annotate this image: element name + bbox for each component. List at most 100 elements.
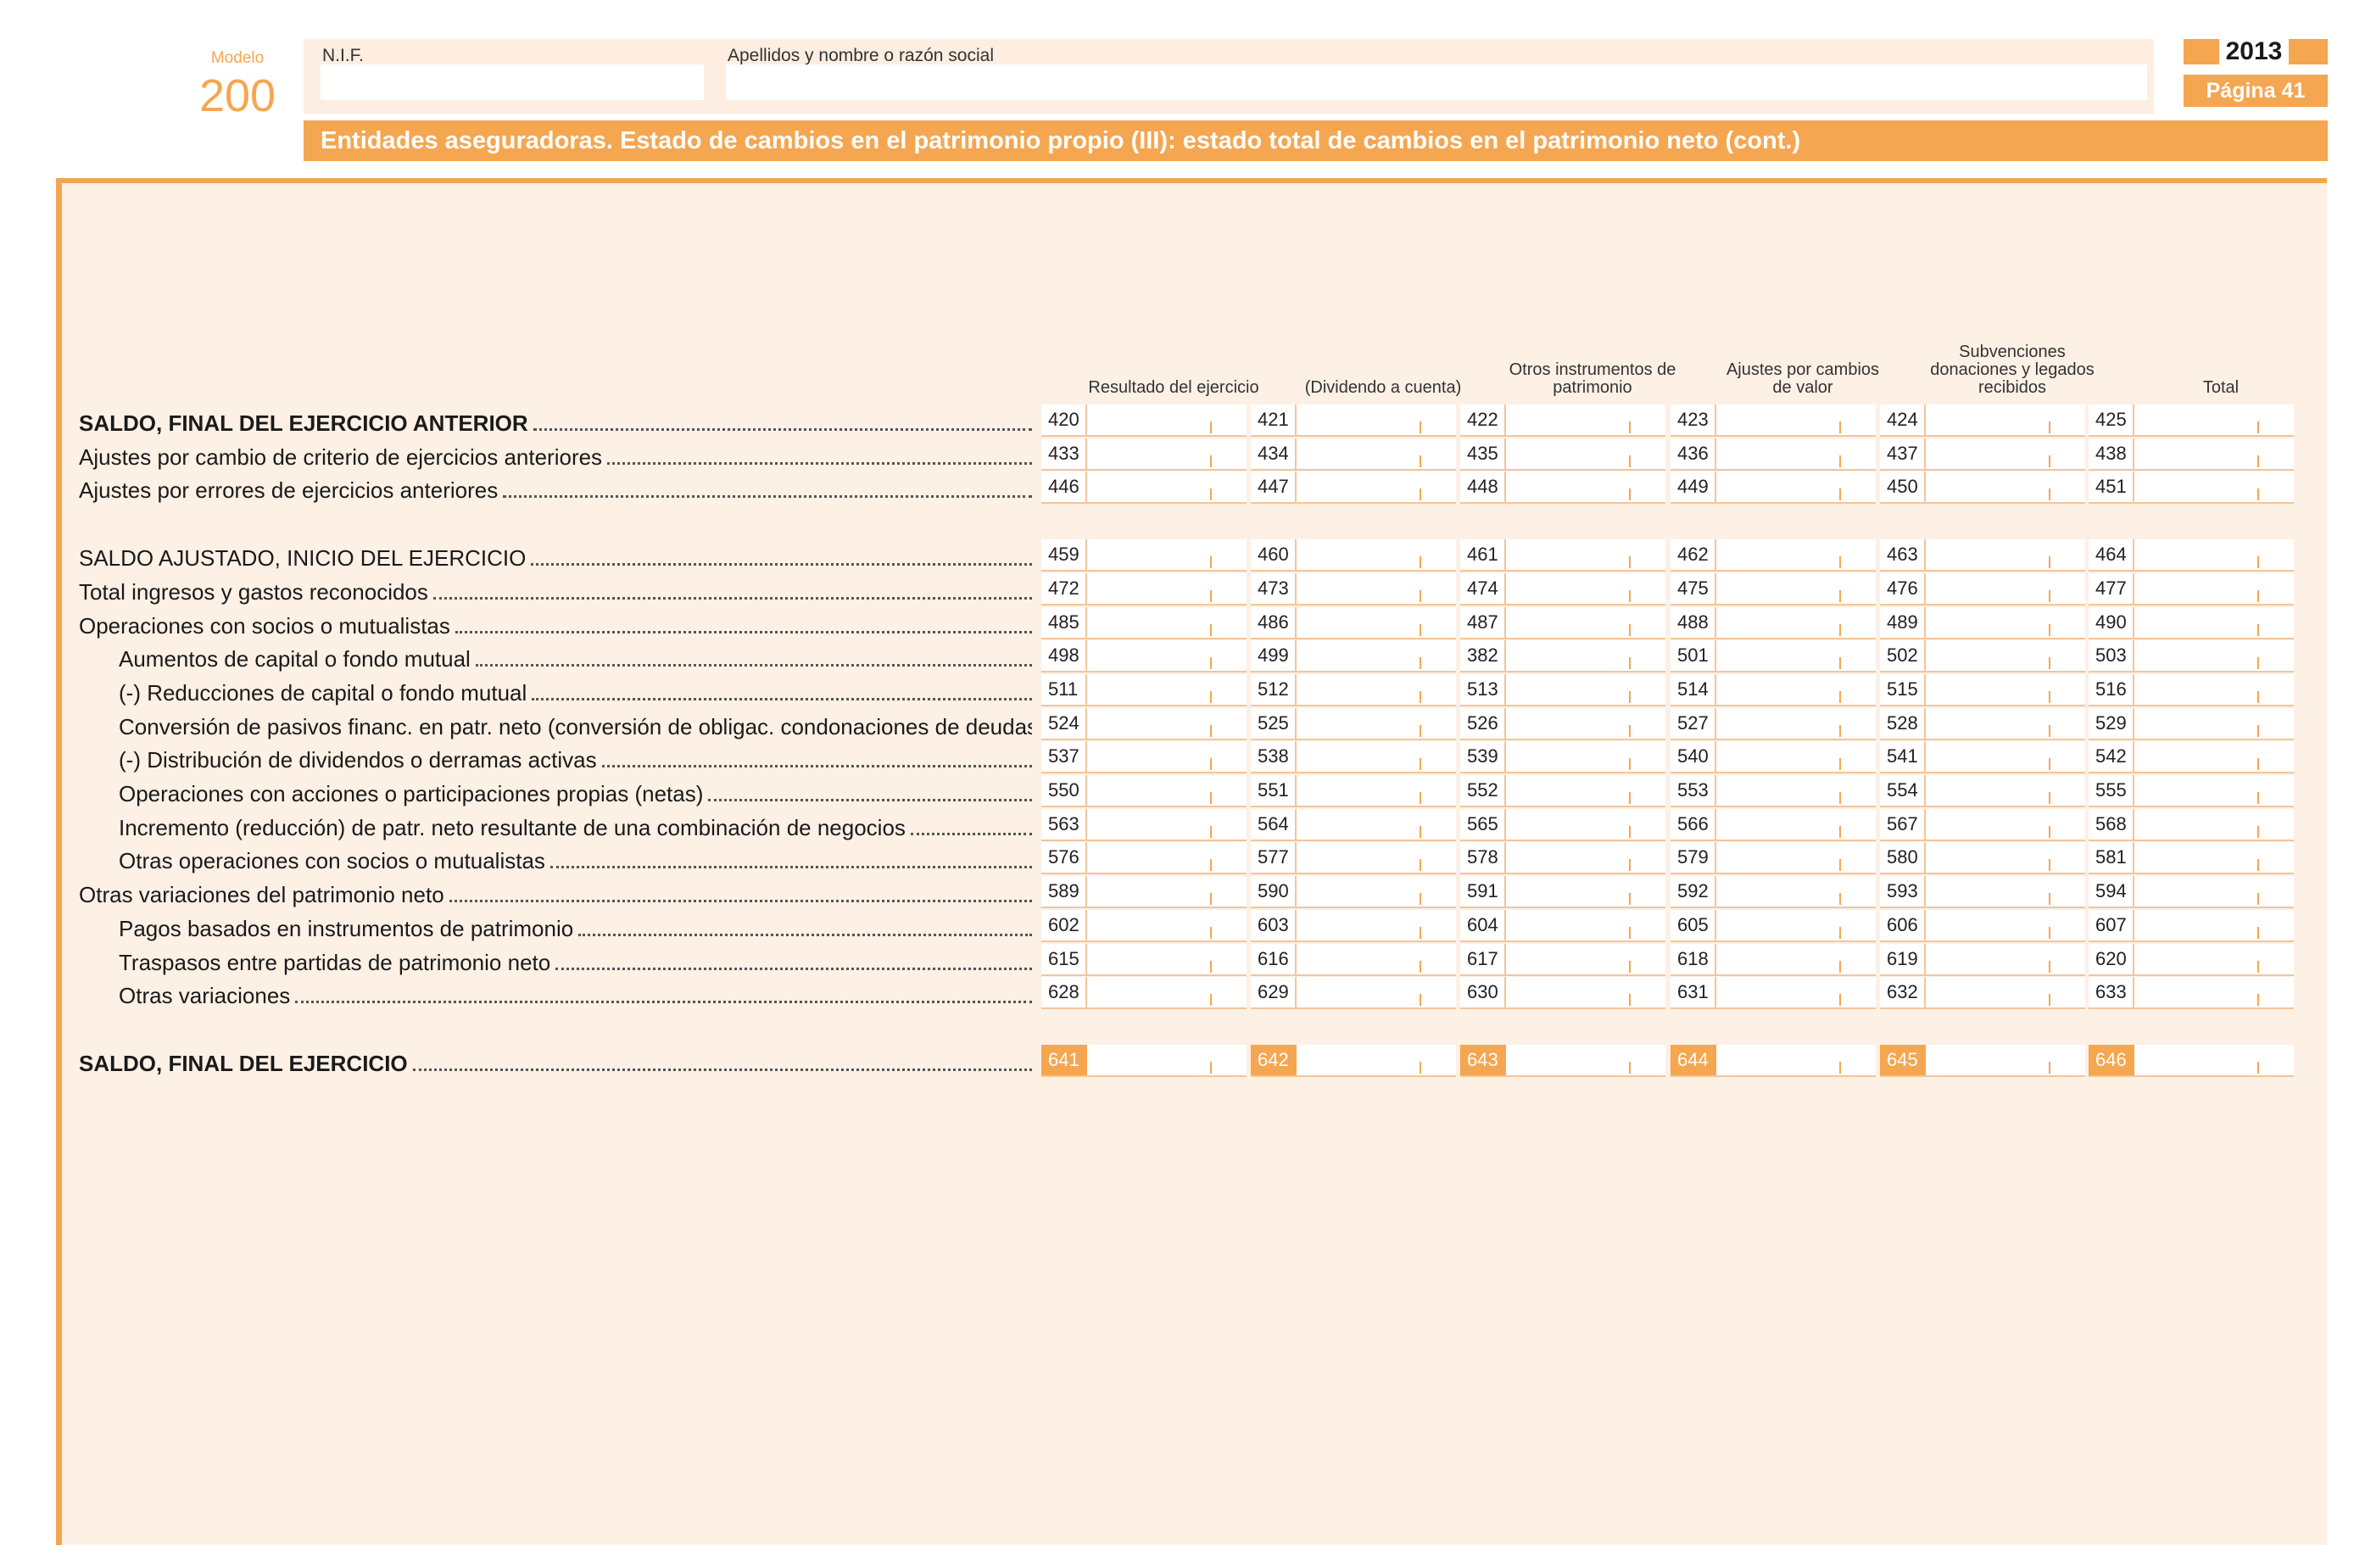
amount-cell[interactable]: 526: [1460, 708, 1665, 740]
amount-cell[interactable]: 630: [1460, 977, 1665, 1009]
amount-cell[interactable]: 568: [2089, 809, 2294, 841]
amount-cell[interactable]: 435: [1460, 438, 1665, 471]
amount-cell[interactable]: 382: [1460, 640, 1665, 672]
amount-cell[interactable]: 564: [1251, 809, 1456, 841]
amount-cell[interactable]: 472: [1041, 573, 1247, 605]
amount-cell[interactable]: 434: [1251, 438, 1456, 471]
amount-cell[interactable]: 511: [1041, 674, 1247, 706]
amount-cell[interactable]: 581: [2089, 842, 2294, 874]
amount-cell[interactable]: 554: [1880, 775, 2085, 807]
amount-cell[interactable]: 537: [1041, 741, 1247, 773]
amount-cell[interactable]: 449: [1671, 472, 1876, 504]
name-field[interactable]: [726, 64, 2147, 100]
amount-cell[interactable]: 437: [1880, 438, 2085, 471]
amount-cell[interactable]: 529: [2089, 708, 2294, 740]
amount-cell[interactable]: 516: [2089, 674, 2294, 706]
amount-cell[interactable]: 490: [2089, 607, 2294, 639]
amount-cell[interactable]: 475: [1671, 573, 1876, 605]
amount-cell[interactable]: 420: [1041, 405, 1247, 437]
amount-cell[interactable]: 604: [1460, 910, 1665, 942]
amount-cell[interactable]: 566: [1671, 809, 1876, 841]
amount-cell[interactable]: 447: [1251, 472, 1456, 504]
amount-cell[interactable]: 459: [1041, 539, 1247, 572]
amount-cell[interactable]: 594: [2089, 876, 2294, 908]
amount-cell[interactable]: 438: [2089, 438, 2294, 471]
amount-cell[interactable]: 642: [1251, 1045, 1456, 1077]
amount-cell[interactable]: 618: [1671, 944, 1876, 976]
amount-cell[interactable]: 631: [1671, 977, 1876, 1009]
amount-cell[interactable]: 486: [1251, 607, 1456, 639]
amount-cell[interactable]: 542: [2089, 741, 2294, 773]
amount-cell[interactable]: 464: [2089, 539, 2294, 572]
amount-cell[interactable]: 424: [1880, 405, 2085, 437]
amount-cell[interactable]: 590: [1251, 876, 1456, 908]
amount-cell[interactable]: 567: [1880, 809, 2085, 841]
amount-cell[interactable]: 579: [1671, 842, 1876, 874]
amount-cell[interactable]: 463: [1880, 539, 2085, 572]
amount-cell[interactable]: 645: [1880, 1045, 2085, 1077]
amount-cell[interactable]: 578: [1460, 842, 1665, 874]
amount-cell[interactable]: 460: [1251, 539, 1456, 572]
amount-cell[interactable]: 451: [2089, 472, 2294, 504]
amount-cell[interactable]: 565: [1460, 809, 1665, 841]
amount-cell[interactable]: 473: [1251, 573, 1456, 605]
amount-cell[interactable]: 629: [1251, 977, 1456, 1009]
amount-cell[interactable]: 476: [1880, 573, 2085, 605]
amount-cell[interactable]: 552: [1460, 775, 1665, 807]
amount-cell[interactable]: 512: [1251, 674, 1456, 706]
amount-cell[interactable]: 488: [1671, 607, 1876, 639]
amount-cell[interactable]: 619: [1880, 944, 2085, 976]
amount-cell[interactable]: 646: [2089, 1045, 2294, 1077]
amount-cell[interactable]: 423: [1671, 405, 1876, 437]
amount-cell[interactable]: 422: [1460, 405, 1665, 437]
amount-cell[interactable]: 643: [1460, 1045, 1665, 1077]
amount-cell[interactable]: 513: [1460, 674, 1665, 706]
amount-cell[interactable]: 462: [1671, 539, 1876, 572]
amount-cell[interactable]: 450: [1880, 472, 2085, 504]
amount-cell[interactable]: 539: [1460, 741, 1665, 773]
amount-cell[interactable]: 576: [1041, 842, 1247, 874]
amount-cell[interactable]: 551: [1251, 775, 1456, 807]
amount-cell[interactable]: 527: [1671, 708, 1876, 740]
amount-cell[interactable]: 448: [1460, 472, 1665, 504]
amount-cell[interactable]: 421: [1251, 405, 1456, 437]
amount-cell[interactable]: 461: [1460, 539, 1665, 572]
amount-cell[interactable]: 436: [1671, 438, 1876, 471]
amount-cell[interactable]: 592: [1671, 876, 1876, 908]
amount-cell[interactable]: 446: [1041, 472, 1247, 504]
amount-cell[interactable]: 487: [1460, 607, 1665, 639]
amount-cell[interactable]: 555: [2089, 775, 2294, 807]
amount-cell[interactable]: 474: [1460, 573, 1665, 605]
amount-cell[interactable]: 498: [1041, 640, 1247, 672]
amount-cell[interactable]: 425: [2089, 405, 2294, 437]
amount-cell[interactable]: 514: [1671, 674, 1876, 706]
amount-cell[interactable]: 641: [1041, 1045, 1247, 1077]
amount-cell[interactable]: 485: [1041, 607, 1247, 639]
amount-cell[interactable]: 499: [1251, 640, 1456, 672]
amount-cell[interactable]: 628: [1041, 977, 1247, 1009]
amount-cell[interactable]: 489: [1880, 607, 2085, 639]
amount-cell[interactable]: 603: [1251, 910, 1456, 942]
amount-cell[interactable]: 433: [1041, 438, 1247, 471]
amount-cell[interactable]: 563: [1041, 809, 1247, 841]
amount-cell[interactable]: 589: [1041, 876, 1247, 908]
amount-cell[interactable]: 606: [1880, 910, 2085, 942]
amount-cell[interactable]: 577: [1251, 842, 1456, 874]
amount-cell[interactable]: 591: [1460, 876, 1665, 908]
amount-cell[interactable]: 615: [1041, 944, 1247, 976]
amount-cell[interactable]: 602: [1041, 910, 1247, 942]
amount-cell[interactable]: 593: [1880, 876, 2085, 908]
amount-cell[interactable]: 502: [1880, 640, 2085, 672]
amount-cell[interactable]: 501: [1671, 640, 1876, 672]
amount-cell[interactable]: 538: [1251, 741, 1456, 773]
amount-cell[interactable]: 620: [2089, 944, 2294, 976]
amount-cell[interactable]: 525: [1251, 708, 1456, 740]
amount-cell[interactable]: 616: [1251, 944, 1456, 976]
amount-cell[interactable]: 617: [1460, 944, 1665, 976]
amount-cell[interactable]: 580: [1880, 842, 2085, 874]
amount-cell[interactable]: 607: [2089, 910, 2294, 942]
amount-cell[interactable]: 540: [1671, 741, 1876, 773]
amount-cell[interactable]: 515: [1880, 674, 2085, 706]
amount-cell[interactable]: 550: [1041, 775, 1247, 807]
amount-cell[interactable]: 524: [1041, 708, 1247, 740]
